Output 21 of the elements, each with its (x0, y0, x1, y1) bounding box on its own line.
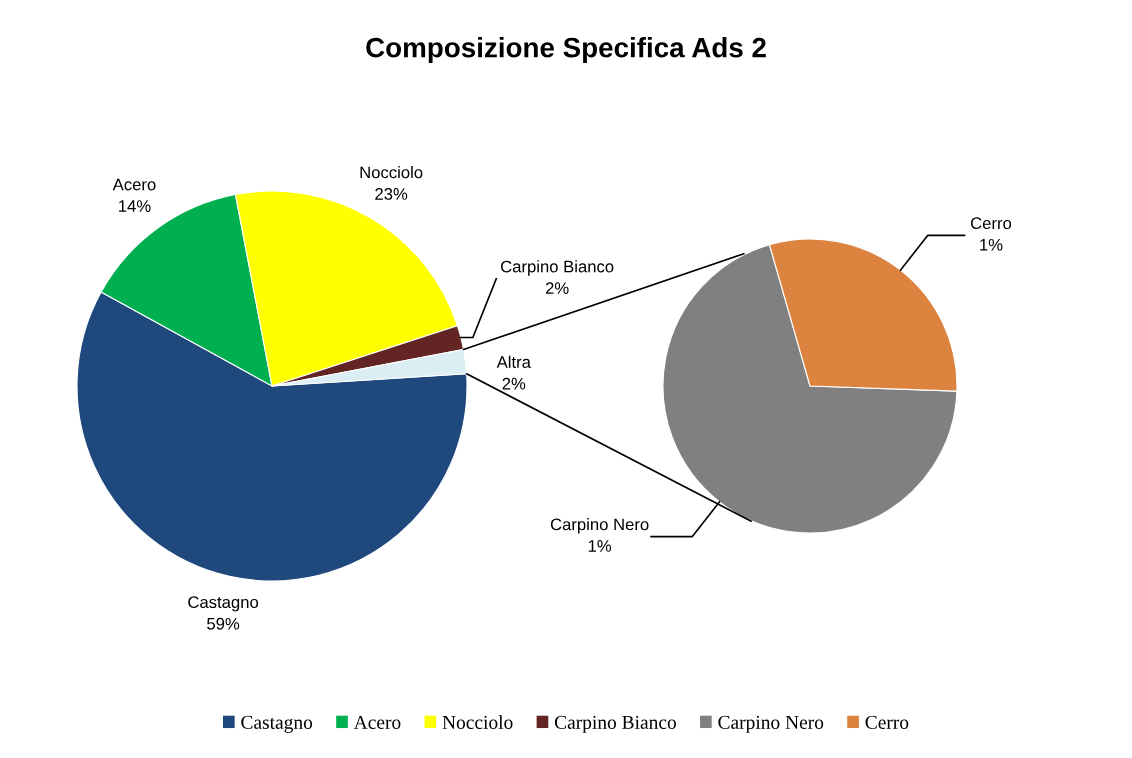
slice-label: Carpino Nero (550, 518, 649, 534)
slice-label: Castagno (188, 596, 259, 612)
data-label: 14% (119, 200, 151, 212)
legend-label: Carpino Bianco (554, 715, 676, 733)
legend-label: Cerro (865, 715, 909, 729)
data-label: 59% (207, 617, 240, 630)
slice-label: Cerro (970, 217, 1012, 230)
data-label: 2% (545, 282, 569, 294)
slice-label: Acero (112, 178, 156, 191)
data-label: 1% (588, 540, 612, 552)
chart-title: Composizione Specifica Ads 2 (366, 37, 766, 63)
legend-label: Acero (353, 715, 401, 729)
slice-label: Altra (496, 355, 531, 368)
slice-label: Carpino Bianco (501, 260, 614, 276)
slice-label: Nocciolo (360, 166, 423, 179)
data-label: 2% (502, 377, 526, 390)
legend-label: Castagno (241, 715, 313, 733)
legend-label: Nocciolo (442, 715, 513, 729)
legend-label: Carpino Nero (718, 715, 824, 733)
data-label: 1% (980, 238, 1003, 251)
data-label: 23% (375, 188, 408, 200)
